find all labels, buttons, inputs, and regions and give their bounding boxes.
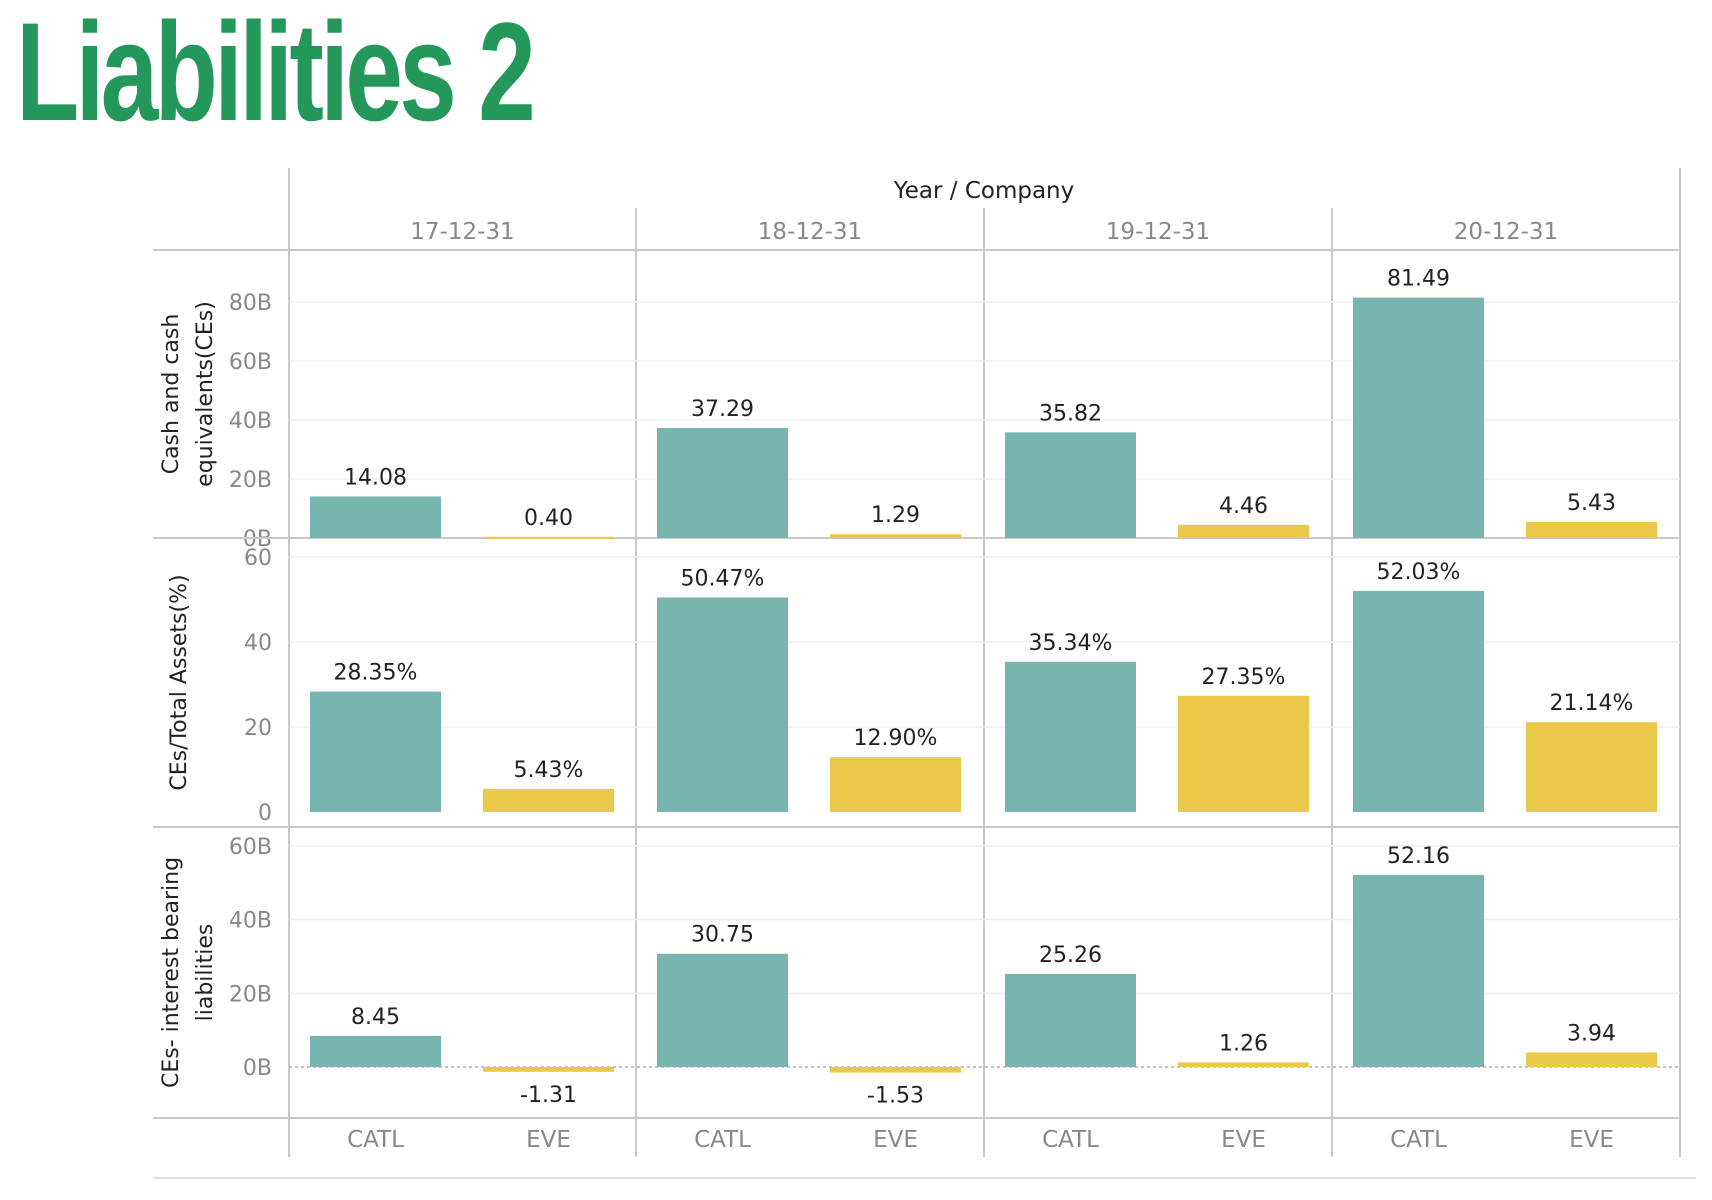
company-label: CATL: [1390, 1127, 1447, 1153]
bar-eve: [483, 536, 614, 539]
y-tick-label: 40: [244, 631, 272, 656]
bar-catl: [657, 597, 788, 812]
bar-value-label: 28.35%: [334, 661, 418, 686]
y-tick-label: 20B: [229, 468, 272, 493]
bar-eve: [830, 757, 961, 812]
row-label-2: CEs/Total Assets(%): [167, 574, 192, 790]
bar-value-label: 50.47%: [681, 567, 765, 592]
bar-value-label: 3.94: [1567, 1021, 1616, 1046]
y-tick-label: 20: [244, 716, 272, 741]
y-tick-label: 40B: [229, 909, 272, 934]
year-label: 19-12-31: [1106, 219, 1210, 245]
bar-value-label: 81.49: [1387, 267, 1450, 292]
bar-eve: [1178, 1062, 1309, 1067]
bar-value-label: 5.43: [1567, 491, 1616, 516]
company-label: EVE: [1221, 1127, 1266, 1153]
bar-value-label: 27.35%: [1202, 665, 1286, 690]
bar-eve: [1178, 695, 1309, 812]
y-tick-label: 80B: [229, 291, 272, 316]
bar-catl: [1005, 973, 1136, 1067]
bar-value-label: 37.29: [691, 397, 754, 422]
bar-catl: [657, 953, 788, 1067]
bar-catl: [657, 427, 788, 538]
y-tick-label: 0: [258, 801, 272, 826]
year-label: 18-12-31: [758, 219, 862, 245]
bar-eve: [830, 534, 961, 538]
bar-catl: [1005, 661, 1136, 812]
bar-value-label: 0.40: [524, 506, 573, 531]
year-label: 20-12-31: [1454, 219, 1558, 245]
bar-eve: [1526, 521, 1657, 538]
bar-value-label: 52.03%: [1377, 560, 1461, 585]
bar-catl: [310, 691, 441, 812]
y-tick-label: 60B: [229, 350, 272, 375]
header-label: Year / Company: [893, 178, 1075, 204]
bar-catl: [1353, 590, 1484, 812]
bar-value-label: 5.43%: [514, 758, 584, 783]
year-label: 17-12-31: [410, 219, 514, 245]
bar-value-label: -1.31: [520, 1083, 577, 1108]
bar-value-label: 52.16: [1387, 844, 1450, 869]
bar-catl: [1353, 297, 1484, 538]
page-title: Liabilities 2: [16, 0, 536, 150]
y-tick-label: 0B: [243, 1056, 272, 1081]
y-tick-label: 20B: [229, 982, 272, 1007]
bar-catl: [310, 496, 441, 538]
bar-value-label: 25.26: [1039, 943, 1102, 968]
bar-value-label: 8.45: [351, 1005, 400, 1030]
bar-catl: [1005, 432, 1136, 538]
row-label-1: Cash and cash equivalents(CEs): [159, 301, 218, 487]
bar-eve: [1526, 1052, 1657, 1067]
bar-value-label: 1.29: [871, 503, 920, 528]
bar-value-label: 21.14%: [1550, 691, 1634, 716]
bar-value-label: 35.82: [1039, 401, 1102, 426]
bar-eve: [1178, 524, 1309, 538]
company-label: EVE: [1569, 1127, 1614, 1153]
bar-eve: [483, 788, 614, 812]
bar-eve: [1526, 722, 1657, 812]
y-tick-label: 60B: [229, 835, 272, 860]
bar-catl: [1353, 874, 1484, 1067]
company-label: CATL: [694, 1127, 751, 1153]
company-label: EVE: [873, 1127, 918, 1153]
bar-value-label: 14.08: [344, 465, 407, 490]
bar-eve: [483, 1067, 614, 1072]
company-label: EVE: [526, 1127, 571, 1153]
y-tick-label: 60: [244, 546, 272, 571]
bar-catl: [310, 1035, 441, 1067]
row-label-3: CEs- interest bearing liabilities: [159, 857, 218, 1088]
y-tick-label: 40B: [229, 409, 272, 434]
bar-value-label: 12.90%: [854, 726, 938, 751]
bar-value-label: 4.46: [1219, 494, 1268, 519]
y-tick-label: 0B: [243, 527, 272, 552]
bar-value-label: 1.26: [1219, 1031, 1268, 1056]
bar-eve: [830, 1067, 961, 1073]
bar-value-label: 30.75: [691, 923, 754, 948]
company-label: CATL: [1042, 1127, 1099, 1153]
bar-value-label: -1.53: [867, 1084, 924, 1109]
bar-value-label: 35.34%: [1029, 631, 1113, 656]
company-label: CATL: [347, 1127, 404, 1153]
